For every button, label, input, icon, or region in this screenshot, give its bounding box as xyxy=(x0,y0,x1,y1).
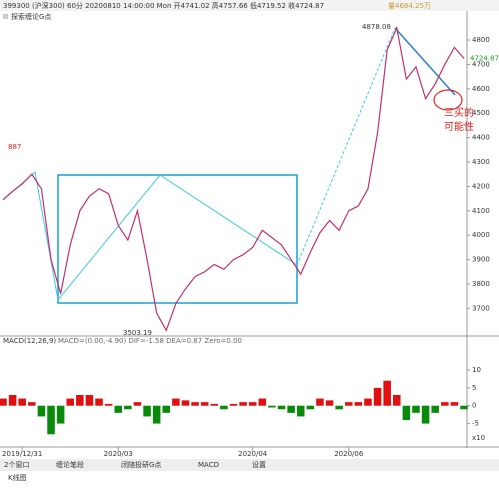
macd-unit: x10 xyxy=(472,434,485,442)
annotation: 可能性 xyxy=(444,120,474,133)
y-tick-label: 10 xyxy=(472,366,481,374)
y-tick-label: 3800 xyxy=(472,280,490,288)
highlight-ellipse xyxy=(433,89,463,111)
macd-bar xyxy=(306,405,315,410)
macd-bar xyxy=(373,387,382,406)
tab[interactable]: 缠论笔段 xyxy=(56,460,84,469)
pivot-label: 887 xyxy=(8,143,21,151)
macd-bar xyxy=(8,395,17,406)
macd-bar xyxy=(450,402,459,406)
y-tick-label: 4300 xyxy=(472,158,490,166)
macd-bar xyxy=(325,400,334,406)
indicator: 探索缠论G点 xyxy=(11,12,51,21)
macd-bar xyxy=(18,398,26,406)
x-tick-label: 2020/03 xyxy=(104,450,133,458)
macd-bar xyxy=(66,398,74,406)
macd-bar xyxy=(316,398,324,406)
high-label: 4878.08 xyxy=(362,23,391,31)
macd-bar xyxy=(344,402,353,406)
y-tick-label: 4600 xyxy=(472,85,490,93)
header-bar xyxy=(0,0,499,11)
tabs: 2个窗口 缠论笔段 闭随投研G点 MACD 设置 xyxy=(4,460,266,469)
macd-bar xyxy=(335,405,343,410)
macd-bar xyxy=(152,405,161,424)
y-tick-label: -5 xyxy=(472,420,479,428)
macd-bar xyxy=(412,405,420,413)
macd-readout: MACD=(0.00,-4.90) DIF=-1.58 DEA=0.87 Zer… xyxy=(58,337,242,345)
macd-bar xyxy=(393,395,401,406)
annotation: 三买的 xyxy=(444,106,474,119)
y-tick-label: 4200 xyxy=(472,182,490,190)
macd-bar xyxy=(239,402,247,406)
macd-bar xyxy=(200,402,209,406)
y-tick-label: 0 xyxy=(472,402,476,410)
macd-bar xyxy=(191,402,199,406)
x-tick-label: 2020/06 xyxy=(334,450,364,458)
macd-bar xyxy=(258,398,267,406)
macd-bar xyxy=(37,405,46,417)
y-tick-label: 4400 xyxy=(472,134,490,142)
macd-bar xyxy=(220,405,228,410)
macd-bar xyxy=(277,405,286,410)
low-label: 3503.19 xyxy=(123,329,152,337)
tab[interactable]: 设置 xyxy=(252,460,266,469)
macd-bar xyxy=(248,402,257,406)
y-tick-label: 4500 xyxy=(472,109,490,117)
macd-title: MACD(12,26,9) xyxy=(3,337,56,345)
macd-bar xyxy=(431,405,439,413)
y-tick-label: 4100 xyxy=(472,207,490,215)
macd-bar xyxy=(172,398,180,406)
macd-bar xyxy=(364,398,372,406)
y-tick-label: 4700 xyxy=(472,60,490,68)
macd-bar xyxy=(210,403,219,406)
macd-bar xyxy=(268,405,276,408)
footer-tab[interactable]: K线图 xyxy=(8,473,27,482)
y-tick-label: 5 xyxy=(472,384,476,392)
macd-bar xyxy=(229,403,238,406)
macd-bar xyxy=(104,403,113,406)
range-box xyxy=(57,174,298,304)
macd-bar xyxy=(133,402,142,406)
macd-bar xyxy=(354,402,363,406)
indicator-icon xyxy=(3,14,8,19)
macd-bar xyxy=(28,402,36,406)
tab[interactable]: MACD xyxy=(198,461,219,469)
y-tick-label: 3900 xyxy=(472,256,490,264)
macd-bar xyxy=(460,405,468,410)
tab[interactable]: 闭随投研G点 xyxy=(121,460,161,469)
y-tick-label: 4800 xyxy=(472,36,490,44)
macd-bar xyxy=(143,405,151,417)
macd-bar xyxy=(296,405,305,417)
macd-bar xyxy=(441,402,449,406)
quote: 399300 (沪深300) 60分 20200810 14:00:00 Mon… xyxy=(3,1,324,10)
tab-bar xyxy=(0,459,499,471)
last-price: 4724.87 xyxy=(470,54,499,62)
macd-bar xyxy=(421,405,430,424)
y-tick-label: 3700 xyxy=(472,304,490,312)
macd-bar xyxy=(287,405,295,413)
price-line xyxy=(2,25,465,332)
macd-bar xyxy=(181,400,190,406)
volume: 量4684.25万 xyxy=(388,2,431,10)
macd-bar xyxy=(162,405,171,413)
trend-arrow xyxy=(394,27,456,96)
tab[interactable]: 2个窗口 xyxy=(4,460,29,469)
macd-bar xyxy=(95,398,103,406)
x-tick-label: 2019/12/31 xyxy=(2,450,42,458)
macd-bar xyxy=(85,395,94,406)
macd-bar xyxy=(56,405,65,424)
macd-bar xyxy=(124,405,132,410)
macd-bar xyxy=(47,405,55,435)
macd-bar xyxy=(383,380,391,406)
y-tick-label: 4000 xyxy=(472,231,490,239)
macd-bar xyxy=(0,398,7,406)
pen-line xyxy=(2,171,298,302)
macd-bar xyxy=(114,405,123,413)
dashed-pen xyxy=(296,27,396,266)
x-tick-label: 2020/04 xyxy=(238,450,268,458)
macd-bar xyxy=(402,405,411,420)
macd-bar xyxy=(76,395,84,406)
